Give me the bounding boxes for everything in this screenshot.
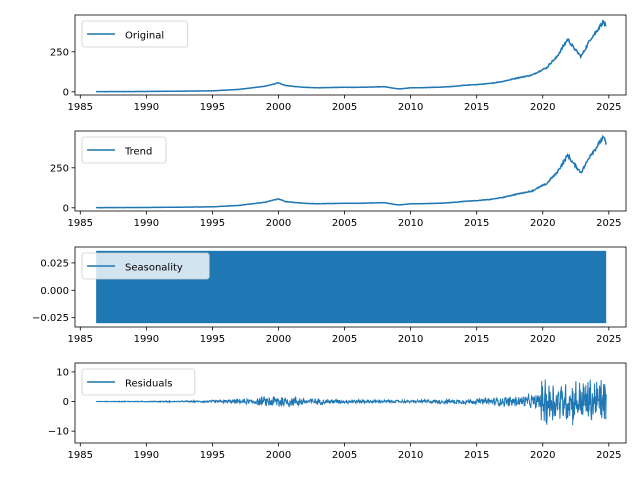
x-tick-label: 1995 [200,102,225,113]
y-tick-label: −10 [48,427,69,438]
legend-box [81,20,188,48]
x-tick-label: 2020 [530,450,555,461]
x-tick-label: 2005 [332,450,357,461]
series-line-residuals [95,379,607,426]
x-tick-label: 1990 [134,218,159,229]
x-tick-label: 2020 [530,102,555,113]
x-tick-label: 2000 [266,218,291,229]
x-tick-label: 2010 [398,102,423,113]
x-tick-label: 1985 [68,334,93,345]
y-tick-label: 0.000 [40,286,69,297]
x-tick-label: 1985 [68,102,93,113]
y-tick-label: 0.025 [40,258,69,269]
x-tick-label: 1995 [200,450,225,461]
x-tick-label: 1985 [68,450,93,461]
legend-label: Residuals [125,379,172,390]
x-tick-label: 1985 [68,218,93,229]
panel-2: 1985 1990 1995 2000 2005 2010 2015 2020 2025 0 250… [50,130,627,229]
axes-frame [74,362,627,444]
panel-3: 1985 1990 1995 2000 2005 2010 2015 2020 2025 0.02… [32,246,627,345]
x-tick-label: 2005 [332,334,357,345]
x-tick-label: 1990 [134,334,159,345]
y-tick-label: 250 [50,47,69,58]
legend-label: Trend [124,147,152,158]
y-tick-label: 0 [63,203,69,214]
legend-label: Original [125,31,164,42]
y-tick-label: 0 [63,87,69,98]
legend: Residuals [81,368,196,396]
series-line-original [95,19,607,93]
axes-frame [74,14,627,96]
y-tick-label: 10 [56,367,69,378]
y-tick-label: 250 [50,163,69,174]
x-tick-label: 1995 [200,218,225,229]
x-tick-label: 2015 [464,334,489,345]
x-tick-label: 2010 [398,218,423,229]
panel-4: 1985 1990 1995 2000 2005 2010 2015 2020 2025 10 0 −… [48,362,627,461]
x-tick-label: 2025 [596,450,621,461]
axes-frame [74,246,627,328]
x-tick-label: 2015 [464,102,489,113]
x-tick-label: 2020 [530,334,555,345]
panel-1: 1985 1990 1995 2000 2005 2010 2015 2020 2025 0 250… [50,14,627,113]
x-tick-label: 2020 [530,218,555,229]
x-tick-label: 2000 [266,334,291,345]
y-tick-label: 0 [63,397,69,408]
legend-box [81,368,196,396]
x-tick-label: 2015 [464,218,489,229]
legend-box [81,252,210,280]
legend: Original [81,20,188,48]
x-tick-label: 2015 [464,450,489,461]
y-tick-label: −0.025 [32,313,69,324]
x-tick-label: 2010 [398,450,423,461]
x-tick-label: 2025 [596,102,621,113]
x-tick-label: 1990 [134,450,159,461]
x-tick-label: 1990 [134,102,159,113]
series-line-trend [96,134,607,209]
x-tick-label: 2010 [398,334,423,345]
legend: Seasonality [81,252,210,280]
x-tick-label: 2005 [332,102,357,113]
axes-frame [74,130,627,212]
legend-box [81,136,167,164]
x-tick-label: 1995 [200,334,225,345]
x-tick-label: 2025 [596,218,621,229]
x-tick-label: 2000 [266,102,291,113]
x-tick-label: 2005 [332,218,357,229]
x-tick-label: 2025 [596,334,621,345]
legend: Trend [81,136,167,164]
x-tick-label: 2000 [266,450,291,461]
legend-label: Seasonality [125,263,183,274]
